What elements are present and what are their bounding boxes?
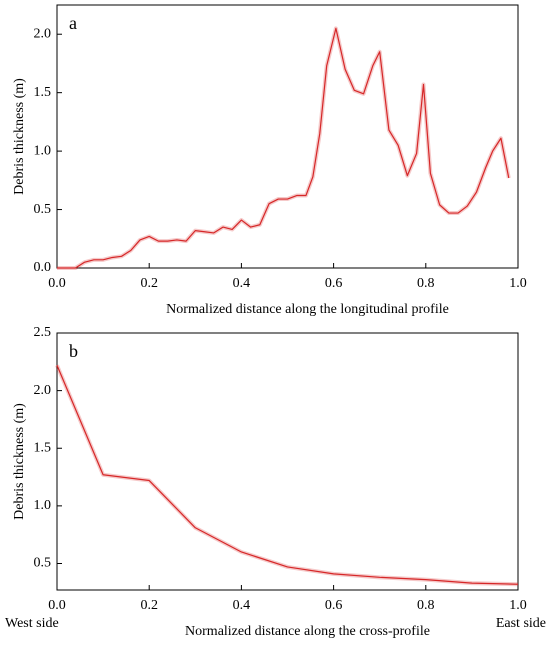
y-tick-label: 0.5: [34, 556, 52, 571]
x-tick-label: 0.2: [140, 598, 158, 613]
x-tick-label: 0.0: [48, 276, 66, 291]
annotation: East side: [496, 616, 546, 631]
x-axis-label: Normalized distance along the cross-prof…: [185, 624, 430, 639]
y-tick-label: 1.5: [34, 85, 52, 100]
y-tick-label: 2.5: [34, 325, 52, 340]
y-axis-label: Debris thickness (m): [12, 403, 27, 520]
x-tick-label: 0.0: [48, 598, 66, 613]
y-tick-label: 2.0: [34, 383, 52, 398]
x-tick-label: 0.8: [417, 598, 435, 613]
x-tick-label: 0.4: [233, 276, 251, 291]
x-tick-label: 0.2: [140, 276, 158, 291]
y-tick-label: 0.5: [34, 202, 52, 217]
y-tick-label: 1.0: [34, 143, 52, 158]
uncertainty-band: [55, 364, 519, 587]
panel-label: a: [69, 13, 77, 33]
y-tick-label: 2.0: [34, 26, 52, 41]
y-tick-label: 1.0: [34, 498, 52, 513]
x-tick-label: 1.0: [509, 276, 527, 291]
y-tick-label: 0.0: [34, 260, 52, 275]
x-tick-label: 0.6: [325, 276, 343, 291]
y-tick-label: 1.5: [34, 440, 52, 455]
plot-frame: [56, 4, 519, 269]
data-line: [56, 365, 519, 585]
x-tick-label: 1.0: [509, 598, 527, 613]
x-tick-label: 0.8: [417, 276, 435, 291]
data-line: [57, 27, 510, 269]
plot-frame: [56, 332, 519, 591]
panel-label: b: [69, 341, 78, 361]
x-axis-label: Normalized distance along the longitudin…: [166, 302, 449, 317]
annotation: West side: [5, 616, 59, 631]
x-tick-label: 0.4: [233, 598, 251, 613]
uncertainty-band: [57, 26, 511, 270]
x-tick-label: 0.6: [325, 598, 343, 613]
y-axis-label: Debris thickness (m): [12, 78, 27, 195]
